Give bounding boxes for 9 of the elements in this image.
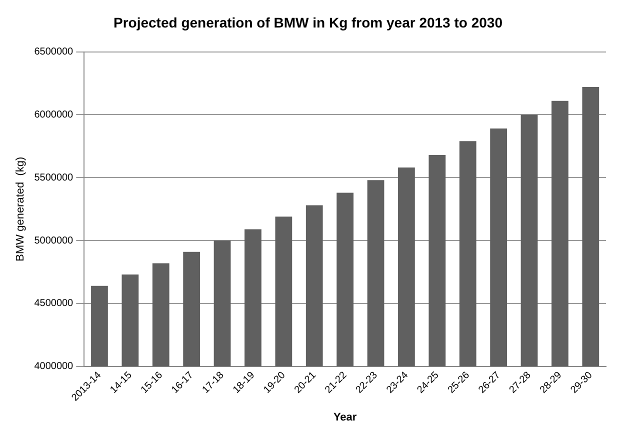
y-tick-label: 4000000 — [34, 361, 74, 372]
y-tick-label: 4500000 — [34, 298, 74, 310]
y-tick-label: 6500000 — [34, 46, 74, 58]
y-tick-label: 5500000 — [34, 172, 74, 184]
chart-title: Projected generation of BMW in Kg from year 2013 to 2030 — [114, 14, 503, 30]
y-tick-label: 5000000 — [34, 235, 74, 246]
y-axis-title: BMW generated (kg) — [14, 156, 27, 262]
y-tick-label: 6000000 — [34, 109, 74, 120]
x-axis-title: Year — [333, 411, 358, 424]
